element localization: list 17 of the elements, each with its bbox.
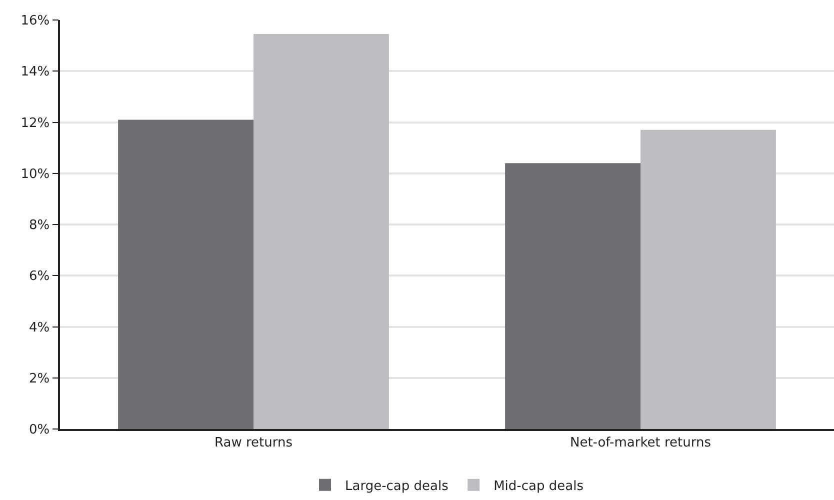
legend-label: Mid-cap deals: [494, 478, 584, 494]
bar: [505, 163, 640, 429]
y-tick-label: 14%: [20, 64, 50, 80]
x-tick-label: Raw returns: [214, 435, 293, 450]
bar: [640, 130, 776, 429]
y-tick-label: 16%: [20, 14, 50, 29]
y-tick-label: 4%: [29, 320, 50, 336]
x-tick-label: Net-of-market returns: [570, 435, 712, 450]
bar: [254, 34, 389, 429]
y-tick-label: 0%: [29, 422, 50, 438]
legend-label: Large-cap deals: [345, 478, 449, 494]
y-tick-label: 8%: [29, 218, 50, 234]
y-tick-label: 12%: [20, 116, 50, 131]
y-tick-label: 10%: [20, 166, 50, 182]
bar: [118, 120, 254, 429]
y-tick-label: 2%: [29, 371, 50, 386]
y-tick-label: 6%: [29, 269, 50, 284]
